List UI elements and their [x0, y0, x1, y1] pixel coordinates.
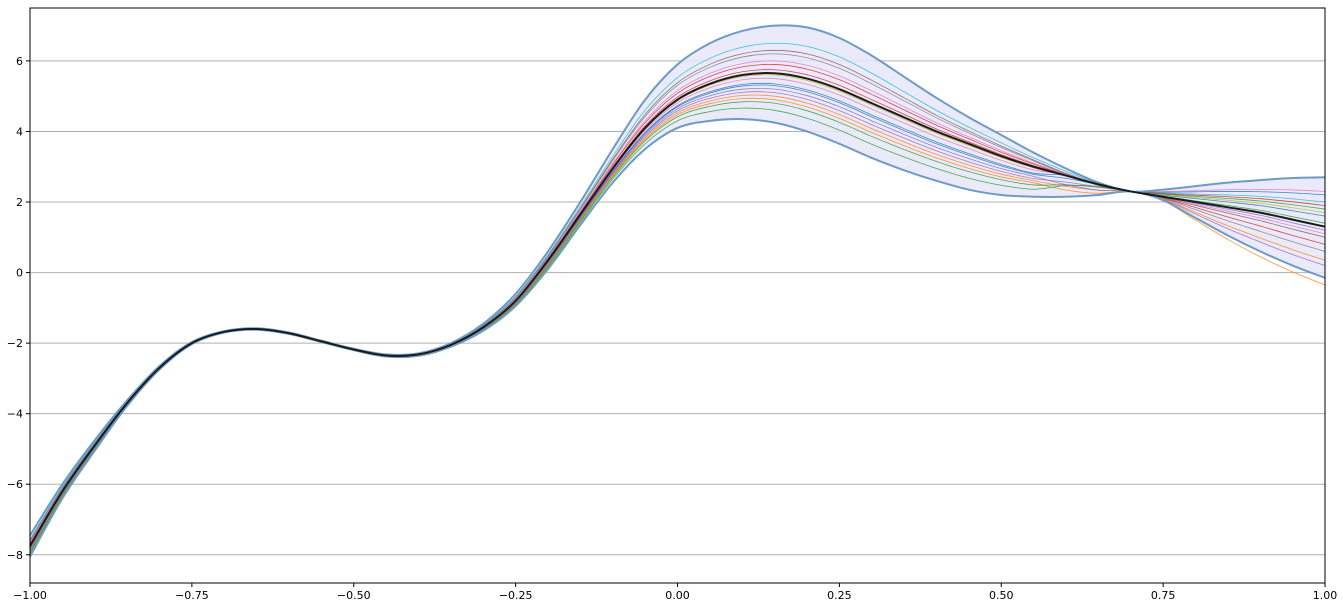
sample-curve	[29, 63, 1326, 545]
x-tick-label: −0.25	[499, 589, 533, 602]
y-tick-label: 0	[16, 267, 23, 280]
x-axis: −1.00 −0.75 −0.50 −0.25 0.00 0.25 0.50 0.75 1.00	[13, 583, 1337, 602]
x-tick-label: −0.75	[175, 589, 209, 602]
x-tick-label: 0.50	[989, 589, 1014, 602]
sample-curve	[29, 91, 1326, 551]
x-tick-label: 1.00	[1313, 589, 1338, 602]
sample-curve	[29, 84, 1326, 549]
y-tick-label: 6	[16, 55, 23, 68]
sample-curve	[29, 74, 1326, 547]
y-tick-label: 4	[16, 125, 23, 138]
y-tick-label: −4	[7, 408, 23, 421]
sample-curve	[29, 60, 1326, 544]
y-gridlines	[30, 60, 1325, 556]
y-tick-label: −8	[7, 549, 23, 562]
y-axis: −8 −6 −4 −2 0 2 4 6	[7, 55, 30, 562]
sample-curve	[29, 77, 1326, 548]
sample-curve	[29, 94, 1326, 552]
y-tick-label: −2	[7, 337, 23, 350]
sample-curve	[29, 87, 1326, 550]
sample-curve	[29, 101, 1326, 553]
mean-curve	[29, 72, 1326, 547]
x-tick-label: −1.00	[13, 589, 47, 602]
x-tick-label: 0.00	[665, 589, 690, 602]
sample-curve	[29, 82, 1326, 549]
confidence-band	[30, 25, 1325, 557]
x-tick-label: 0.75	[1151, 589, 1176, 602]
x-tick-label: 0.25	[827, 589, 852, 602]
x-tick-label: −0.50	[337, 589, 371, 602]
y-tick-label: 2	[16, 196, 23, 209]
sample-curve	[29, 69, 1326, 546]
y-tick-label: −6	[7, 478, 23, 491]
band-lower-edge	[29, 118, 1326, 558]
sample-curve	[29, 97, 1326, 552]
